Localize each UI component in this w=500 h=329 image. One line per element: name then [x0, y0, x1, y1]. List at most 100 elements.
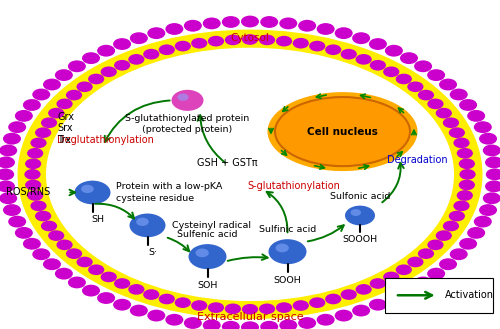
Circle shape	[280, 319, 297, 329]
Circle shape	[25, 180, 42, 190]
Circle shape	[334, 27, 352, 39]
Circle shape	[309, 41, 326, 51]
Circle shape	[25, 159, 42, 169]
Circle shape	[0, 192, 17, 204]
Circle shape	[298, 317, 316, 329]
Circle shape	[396, 265, 412, 275]
Circle shape	[292, 300, 309, 311]
Circle shape	[459, 238, 477, 250]
Circle shape	[166, 314, 184, 326]
Circle shape	[76, 257, 92, 267]
Circle shape	[428, 99, 444, 109]
Circle shape	[356, 284, 372, 295]
Circle shape	[130, 214, 166, 237]
Ellipse shape	[275, 97, 410, 166]
Ellipse shape	[46, 48, 454, 301]
Circle shape	[188, 244, 226, 269]
Circle shape	[56, 240, 72, 250]
Circle shape	[43, 258, 61, 270]
Circle shape	[383, 272, 400, 282]
Circle shape	[454, 138, 469, 148]
Circle shape	[418, 90, 434, 100]
Circle shape	[208, 36, 224, 46]
Text: Sulfinic acid: Sulfinic acid	[259, 225, 316, 234]
Circle shape	[158, 294, 175, 304]
Circle shape	[35, 127, 51, 138]
Text: Activation: Activation	[445, 290, 494, 300]
Circle shape	[0, 168, 14, 180]
Circle shape	[56, 99, 72, 109]
Circle shape	[459, 99, 477, 111]
Circle shape	[486, 168, 500, 180]
Circle shape	[8, 121, 26, 133]
Text: Sulfenic acid: Sulfenic acid	[177, 230, 238, 239]
Text: S-glutathionylation: S-glutathionylation	[248, 181, 340, 191]
FancyBboxPatch shape	[385, 278, 492, 313]
Circle shape	[474, 216, 492, 228]
Circle shape	[385, 45, 403, 57]
Circle shape	[449, 211, 465, 221]
Ellipse shape	[268, 92, 418, 171]
Circle shape	[0, 157, 15, 168]
Circle shape	[340, 49, 357, 60]
Circle shape	[128, 54, 144, 65]
Circle shape	[81, 185, 94, 193]
Circle shape	[460, 169, 475, 180]
Circle shape	[32, 89, 50, 100]
Circle shape	[41, 117, 57, 128]
Circle shape	[427, 268, 445, 280]
Circle shape	[485, 180, 500, 192]
Circle shape	[130, 305, 148, 316]
Text: SOH: SOH	[198, 281, 218, 290]
Circle shape	[0, 180, 15, 192]
Circle shape	[66, 90, 82, 100]
Circle shape	[88, 74, 104, 84]
Circle shape	[23, 99, 41, 111]
Circle shape	[456, 148, 473, 159]
Circle shape	[427, 69, 445, 81]
Text: SH: SH	[91, 215, 104, 224]
Circle shape	[15, 110, 33, 122]
Circle shape	[68, 60, 86, 72]
Circle shape	[414, 60, 432, 72]
Circle shape	[128, 284, 144, 295]
Text: Sulfonic acid: Sulfonic acid	[330, 192, 390, 201]
Circle shape	[474, 121, 492, 133]
Circle shape	[241, 321, 259, 329]
Circle shape	[436, 108, 452, 118]
Circle shape	[0, 144, 17, 156]
Text: SOOOH: SOOOH	[342, 235, 378, 244]
Circle shape	[370, 60, 386, 71]
Circle shape	[191, 300, 208, 311]
Circle shape	[276, 243, 289, 252]
Circle shape	[174, 41, 191, 51]
Text: S·: S·	[148, 248, 157, 257]
Circle shape	[352, 32, 370, 44]
Circle shape	[292, 38, 309, 49]
Circle shape	[443, 221, 459, 231]
Circle shape	[184, 317, 202, 329]
Circle shape	[483, 144, 500, 156]
Circle shape	[352, 305, 370, 316]
Circle shape	[259, 304, 275, 314]
Circle shape	[178, 93, 188, 101]
Text: Protein with a low-pKA
cysteine residue: Protein with a low-pKA cysteine residue	[116, 182, 223, 203]
Circle shape	[88, 265, 104, 275]
Circle shape	[428, 240, 444, 250]
Circle shape	[114, 278, 130, 289]
Circle shape	[27, 148, 44, 159]
Circle shape	[158, 44, 175, 55]
Circle shape	[276, 302, 292, 313]
Circle shape	[450, 89, 468, 100]
Circle shape	[222, 16, 240, 28]
Circle shape	[309, 297, 326, 308]
Circle shape	[268, 239, 306, 264]
Circle shape	[369, 299, 387, 311]
Circle shape	[396, 74, 412, 84]
Circle shape	[130, 32, 148, 44]
Circle shape	[48, 230, 64, 241]
Circle shape	[30, 138, 46, 148]
Circle shape	[172, 90, 203, 111]
Text: GSH + GSTπ: GSH + GSTπ	[197, 158, 258, 168]
Circle shape	[414, 277, 432, 289]
